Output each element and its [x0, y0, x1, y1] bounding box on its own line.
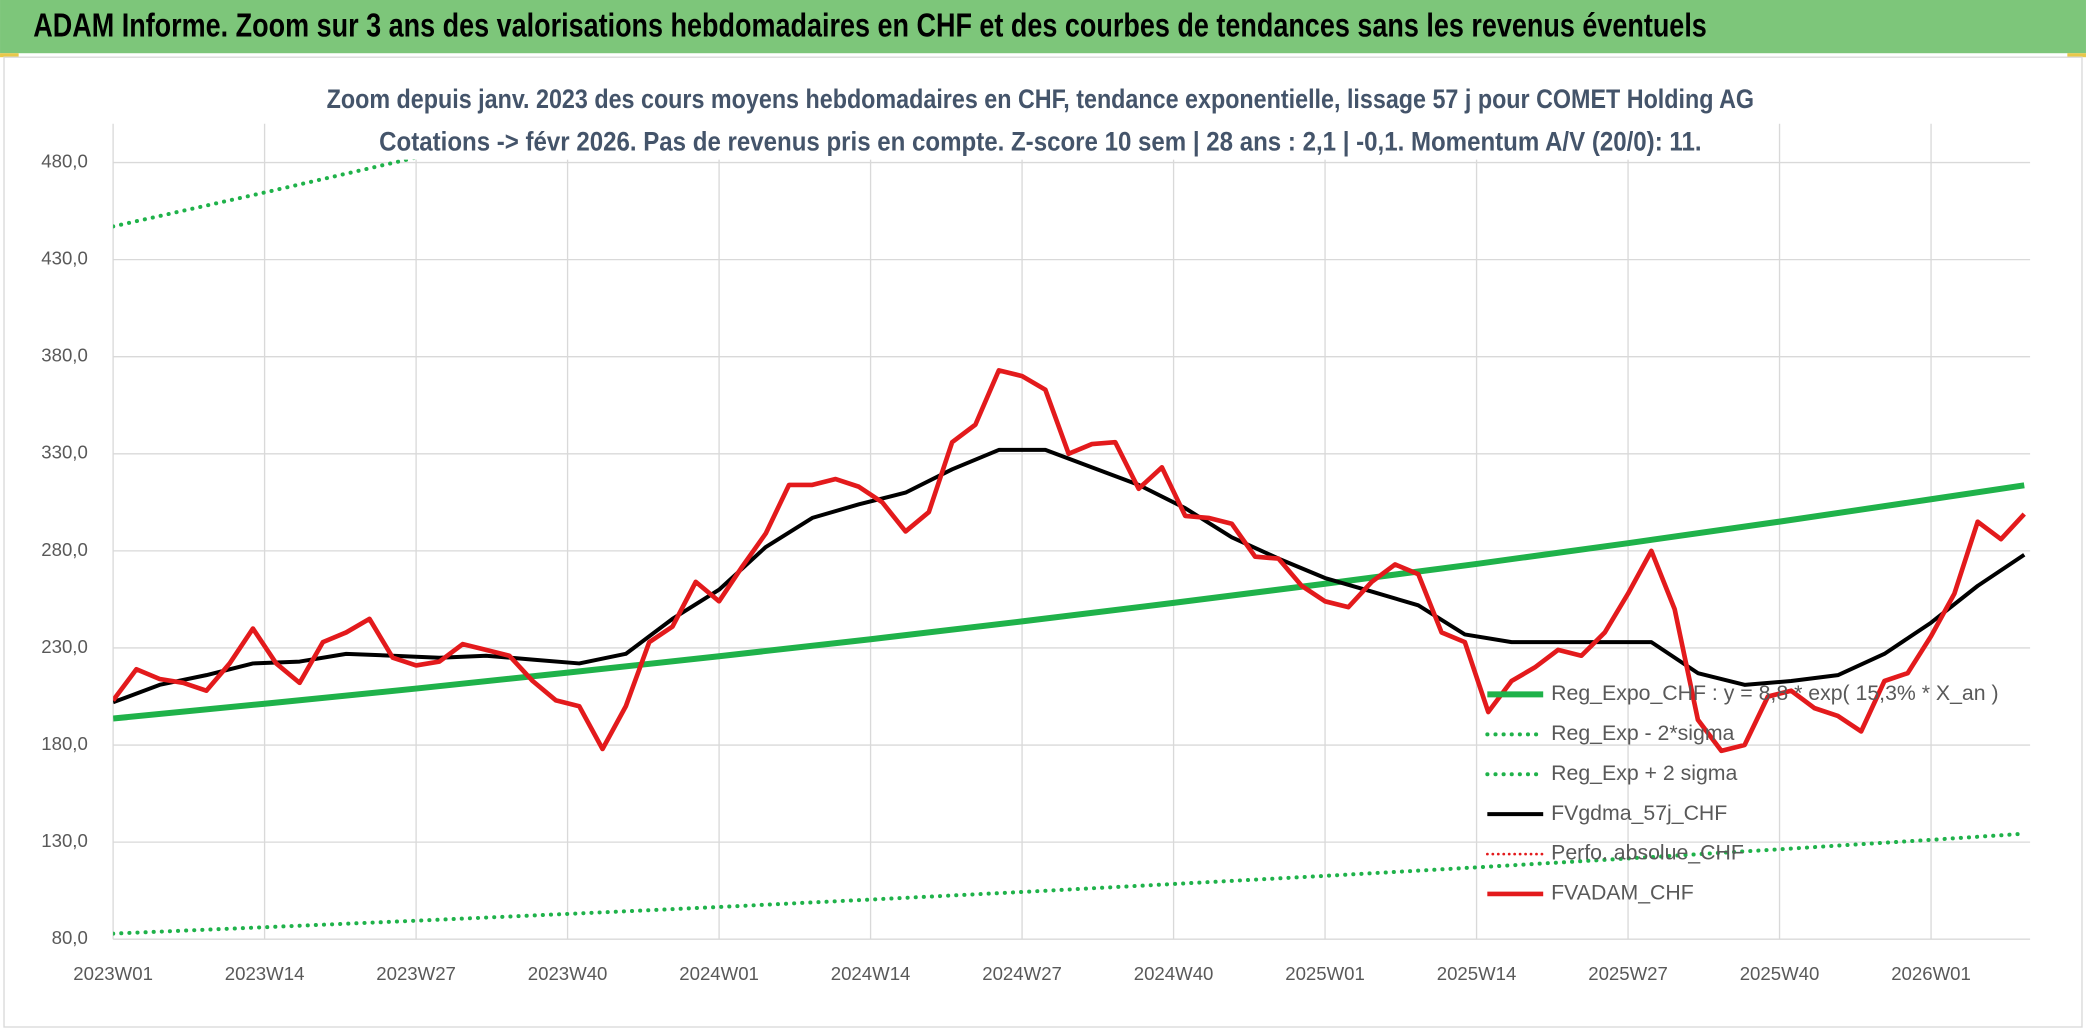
y-tick-label: 430,0: [41, 248, 88, 269]
series-line: [113, 368, 2026, 754]
y-tick-label: 130,0: [41, 830, 88, 851]
legend-label: Reg_Expo_CHF : y = 8,8 * exp( 15,3% * X_…: [1551, 681, 1998, 705]
legend-label: Reg_Exp + 2 sigma: [1551, 761, 1737, 785]
y-tick-label: 230,0: [41, 636, 88, 657]
chart-frame: [3, 56, 2083, 1028]
subtitle-box: [319, 79, 1763, 160]
y-tick-label: 80,0: [52, 927, 88, 948]
legend-label: Perfo. absolue_CHF: [1551, 841, 1744, 865]
x-tick-label: 2024W14: [831, 963, 911, 984]
x-tick-label: 2023W14: [225, 963, 305, 984]
legend-label: FVADAM_CHF: [1551, 881, 1694, 905]
x-tick-label: 2026W01: [1891, 963, 1971, 984]
x-tick-label: 2025W40: [1740, 963, 1820, 984]
header-title: ADAM Informe. Zoom sur 3 ans des valoris…: [33, 8, 1707, 45]
plot: [113, 123, 2027, 936]
x-tick-label: 2023W27: [376, 963, 456, 984]
x-tick-label: 2023W01: [73, 963, 153, 984]
x-tick-label: 2024W27: [982, 963, 1062, 984]
grid: 80,0 130,0 180,0 230,0 280,0 330,0 380,0 430,0 4…: [41, 123, 2031, 984]
chart-subtitle: Cotations -> févr 2026. Pas de revenus p…: [379, 127, 1701, 157]
series-line: [113, 482, 2025, 722]
x-tick-label: 2025W14: [1437, 963, 1517, 984]
x-tick-label: 2025W01: [1285, 963, 1365, 984]
accent: [2067, 53, 2086, 58]
legend-label: FVgdma_57j_CHF: [1551, 801, 1727, 825]
series-line: [113, 447, 2026, 705]
y-tick-label: 380,0: [41, 345, 88, 366]
accent: [0, 53, 19, 58]
x-tick-label: 2024W40: [1134, 963, 1214, 984]
header-bar: [0, 0, 2086, 54]
legend-label: Reg_Exp - 2*sigma: [1551, 721, 1734, 745]
y-tick-label: 330,0: [41, 442, 88, 463]
y-tick-label: 180,0: [41, 733, 88, 754]
x-tick-label: 2023W40: [528, 963, 608, 984]
y-tick-label: 280,0: [41, 539, 88, 560]
legend: Reg_Expo_CHF : y = 8,8 * exp( 15,3% * X_…: [1485, 681, 1999, 905]
chart-subtitle: Zoom depuis janv. 2023 des cours moyens …: [327, 84, 1754, 114]
x-tick-label: 2024W01: [679, 963, 759, 984]
x-tick-label: 2025W27: [1588, 963, 1668, 984]
y-tick-label: 480,0: [41, 150, 88, 171]
